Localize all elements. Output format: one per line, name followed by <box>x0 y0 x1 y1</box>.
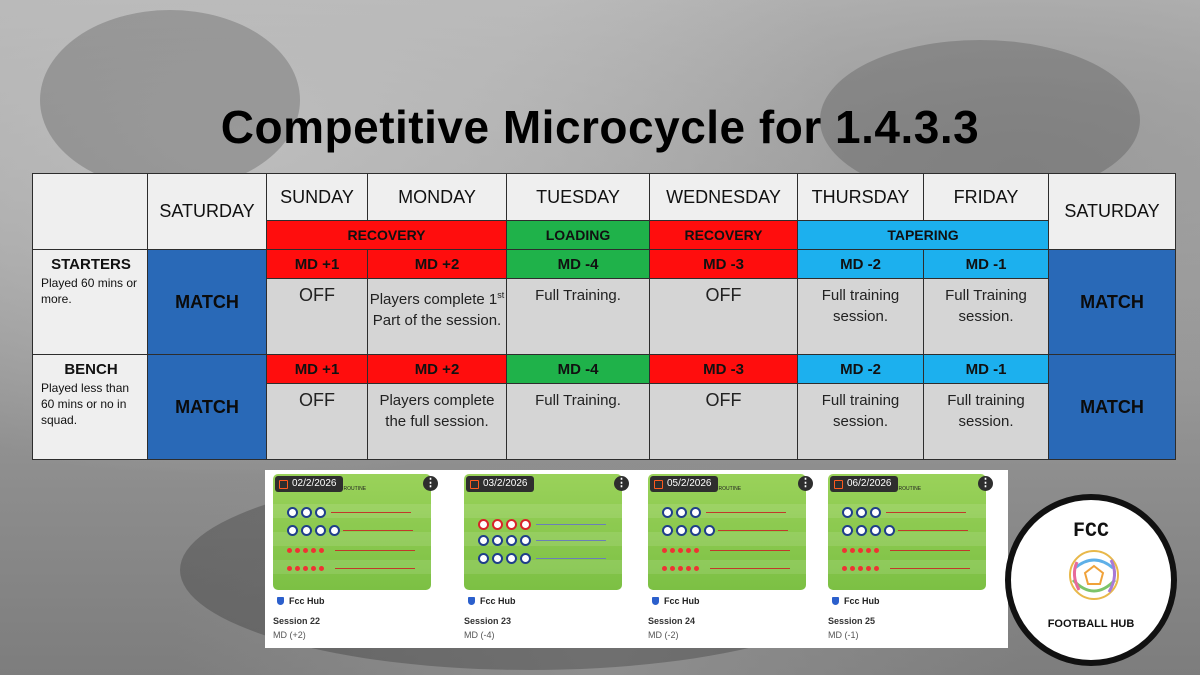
session-brand: Fcc Hub <box>652 596 700 606</box>
starters-match-after: MATCH <box>1048 249 1176 355</box>
page-title: Competitive Microcycle for 1.4.3.3 <box>220 101 980 153</box>
shield-icon <box>652 597 659 605</box>
starters-label: STARTERS <box>51 256 131 273</box>
session-thumbnail[interactable]: TEAM WARM UP ROUTINE <box>828 474 986 590</box>
bench-md-tuesday: MD -4 <box>506 354 650 384</box>
starters-md-thursday: MD -2 <box>797 249 924 279</box>
starters-monday: Players complete 1st Part of the session… <box>367 278 507 355</box>
session-title[interactable]: Session 24 <box>648 616 696 626</box>
session-date: 06/2/2026 <box>830 476 898 492</box>
shield-icon <box>277 597 284 605</box>
bench-md-friday: MD -1 <box>923 354 1049 384</box>
starters-sunday: OFF <box>266 278 368 355</box>
starters-wednesday: OFF <box>649 278 798 355</box>
calendar-icon <box>654 479 663 489</box>
day-thursday: THURSDAY <box>797 173 924 221</box>
bench-match-after: MATCH <box>1048 354 1176 460</box>
corner-cell <box>32 173 148 250</box>
session-title[interactable]: Session 22 <box>273 616 321 626</box>
session-date: 05/2/2026 <box>650 476 718 492</box>
shield-icon <box>468 597 475 605</box>
fcc-football-hub-logo: FCC FOOTBALL HUB <box>1005 494 1177 666</box>
day-sunday: SUNDAY <box>266 173 368 221</box>
session-title[interactable]: Session 25 <box>828 616 876 626</box>
bench-md-wednesday: MD -3 <box>649 354 798 384</box>
bench-monday: Players complete the full session. <box>367 383 507 460</box>
bench-md-thursday: MD -2 <box>797 354 924 384</box>
session-brand: Fcc Hub <box>468 596 516 606</box>
session-date: 02/2/2026 <box>275 476 343 492</box>
session-thumbnail[interactable]: TEAM WARM UP ROUTINE <box>648 474 806 590</box>
session-md: MD (-2) <box>648 630 679 640</box>
day-saturday-before: SATURDAY <box>147 173 267 250</box>
starters-md-wednesday: MD -3 <box>649 249 798 279</box>
day-friday: FRIDAY <box>923 173 1049 221</box>
bench-label: BENCH <box>64 361 118 378</box>
starters-note: Played 60 mins or more. <box>41 276 138 306</box>
session-cards: TEAM WARM UP ROUTINE 02/2/2026 ⋮ Fcc Hub… <box>265 470 1008 648</box>
bench-md-monday: MD +2 <box>367 354 507 384</box>
session-title[interactable]: Session 23 <box>464 616 512 626</box>
logo-bottom-text: FOOTBALL HUB <box>1047 618 1135 630</box>
bench-tuesday: Full Training. <box>506 383 650 460</box>
football-icon <box>1069 550 1119 600</box>
starters-md-sunday: MD +1 <box>266 249 368 279</box>
calendar-icon <box>470 479 479 489</box>
session-card[interactable]: TEAM WARM UP ROUTINE 02/2/2026 ⋮ Fcc Hub… <box>267 470 442 648</box>
shield-icon <box>832 597 839 605</box>
session-md: MD (+2) <box>273 630 306 640</box>
phase-loading: LOADING <box>506 220 650 250</box>
phase-recovery-midweek: RECOVERY <box>649 220 798 250</box>
calendar-icon <box>834 479 843 489</box>
session-thumbnail[interactable]: TEAM WARM UP ROUTINE <box>273 474 431 590</box>
kebab-menu-icon[interactable]: ⋮ <box>798 476 813 491</box>
kebab-menu-icon[interactable]: ⋮ <box>423 476 438 491</box>
session-thumbnail[interactable] <box>464 474 622 590</box>
calendar-icon <box>279 479 288 489</box>
starters-thursday: Full training session. <box>797 278 924 355</box>
starters-match-before: MATCH <box>147 249 267 355</box>
kebab-menu-icon[interactable]: ⋮ <box>978 476 993 491</box>
day-tuesday: TUESDAY <box>506 173 650 221</box>
bench-thursday: Full training session. <box>797 383 924 460</box>
day-wednesday: WEDNESDAY <box>649 173 798 221</box>
session-brand: Fcc Hub <box>277 596 325 606</box>
phase-tapering: TAPERING <box>797 220 1049 250</box>
phase-recovery: RECOVERY <box>266 220 507 250</box>
microcycle-table: SATURDAY SUNDAY MONDAY TUESDAY WEDNESDAY… <box>32 173 1176 460</box>
starters-tuesday: Full Training. <box>506 278 650 355</box>
starters-md-tuesday: MD -4 <box>506 249 650 279</box>
bench-match-before: MATCH <box>147 354 267 460</box>
bench-friday: Full training session. <box>923 383 1049 460</box>
starters-md-friday: MD -1 <box>923 249 1049 279</box>
session-card[interactable]: 03/2/2026 ⋮ Fcc Hub Session 23 MD (-4) <box>458 470 633 648</box>
kebab-menu-icon[interactable]: ⋮ <box>614 476 629 491</box>
session-md: MD (-4) <box>464 630 495 640</box>
day-saturday-after: SATURDAY <box>1048 173 1176 250</box>
bench-wednesday: OFF <box>649 383 798 460</box>
bench-sunday: OFF <box>266 383 368 460</box>
day-monday: MONDAY <box>367 173 507 221</box>
session-md: MD (-1) <box>828 630 859 640</box>
bench-note: Played less than 60 mins or no in squad. <box>41 381 130 427</box>
logo-top-text: FCC <box>1072 520 1109 543</box>
session-brand: Fcc Hub <box>832 596 880 606</box>
starters-friday: Full Training session. <box>923 278 1049 355</box>
starters-md-monday: MD +2 <box>367 249 507 279</box>
row-label-starters: STARTERS Played 60 mins or more. <box>32 249 148 355</box>
row-label-bench: BENCH Played less than 60 mins or no in … <box>32 354 148 460</box>
session-card[interactable]: TEAM WARM UP ROUTINE 06/2/2026 ⋮ Fcc Hub… <box>822 470 997 648</box>
session-date: 03/2/2026 <box>466 476 534 492</box>
session-card[interactable]: TEAM WARM UP ROUTINE 05/2/2026 ⋮ Fcc Hub… <box>642 470 817 648</box>
bench-md-sunday: MD +1 <box>266 354 368 384</box>
